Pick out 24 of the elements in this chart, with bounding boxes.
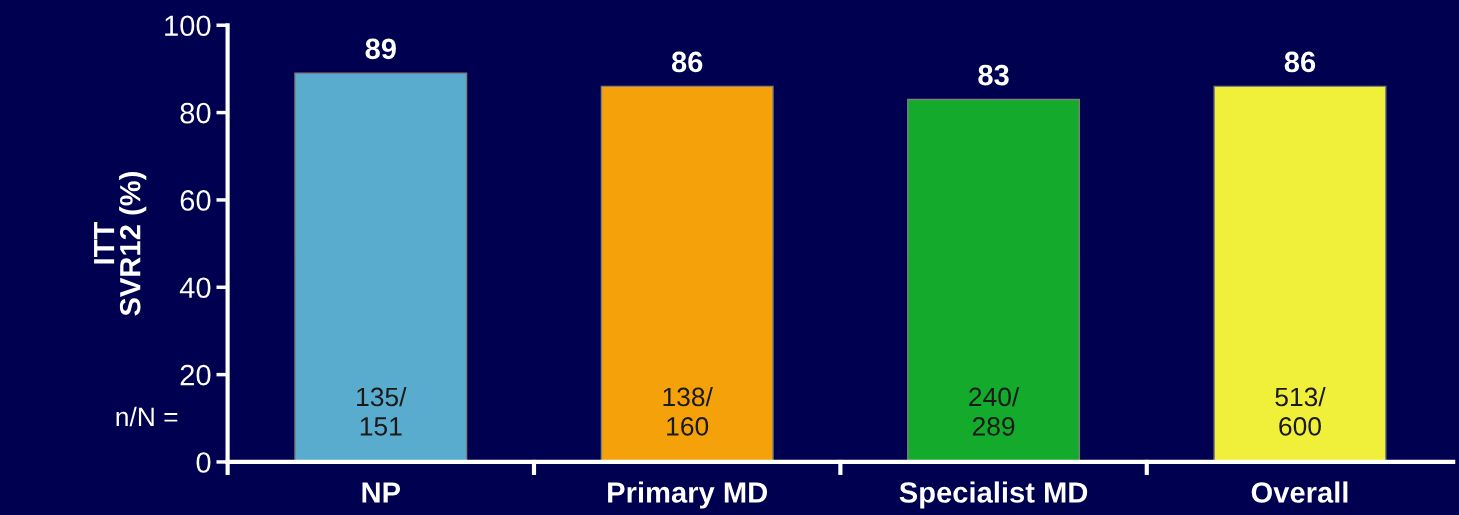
y-tick-label: 40 [179,277,211,299]
y-tick-label: 60 [180,190,211,211]
y-tick-label: 20 [180,364,211,386]
annotation: 138/ 160 [663,386,713,436]
y-tick-label: 0 [196,452,211,473]
x-tick-label: Primary MD [608,481,768,509]
bar [907,98,1081,462]
bar [1213,85,1387,462]
annotation: 240/ 289 [969,386,1020,436]
bar [600,85,774,462]
x-tick-label: Overall [1251,481,1348,503]
y-tick-label: 100 [165,15,211,37]
data-label: 86 [671,51,703,73]
bar [294,72,468,462]
data-label: 89 [365,38,396,60]
y-axis-title: ITT SVR12 (%) [94,172,147,316]
data-label: 83 [978,64,1009,86]
y-tick-label: 80 [180,102,211,124]
x-tick-label: NP [362,482,401,503]
data-label: 86 [1284,51,1316,73]
x-tick-label: Specialist MD [899,481,1088,509]
annotation: 135/ 151 [357,386,407,436]
annotation: 513/ 600 [1275,386,1326,436]
text: n/N = [116,406,178,427]
